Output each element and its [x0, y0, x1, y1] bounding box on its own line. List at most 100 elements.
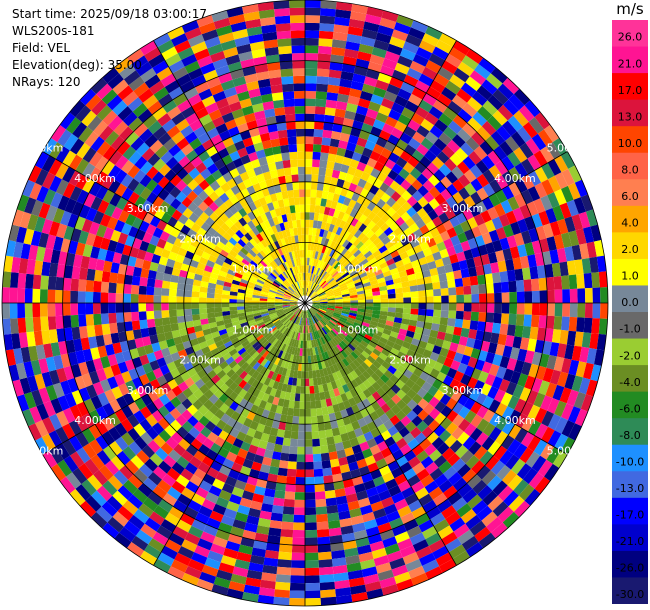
velocity-cell — [317, 321, 323, 329]
velocity-cell — [270, 84, 283, 94]
range-label: 5.00km — [547, 445, 589, 458]
velocity-cell — [126, 48, 145, 64]
velocity-cell — [477, 106, 493, 121]
velocity-cell — [314, 285, 321, 292]
velocity-cell — [386, 284, 395, 290]
velocity-cell — [299, 401, 305, 410]
velocity-cell — [258, 416, 268, 426]
velocity-cell — [181, 173, 194, 186]
velocity-cell — [55, 146, 70, 163]
velocity-cell — [187, 244, 197, 254]
velocity-cell — [305, 582, 321, 591]
velocity-cell — [432, 345, 442, 355]
velocity-cell — [87, 474, 103, 491]
velocity-cell — [151, 253, 161, 264]
velocity-cell — [384, 436, 396, 448]
velocity-cell — [89, 151, 103, 167]
velocity-cell — [159, 230, 170, 242]
velocity-cell — [233, 385, 243, 395]
velocity-cell — [245, 290, 254, 295]
velocity-cell — [274, 304, 283, 307]
velocity-cell — [473, 446, 488, 461]
velocity-cell — [333, 116, 345, 126]
velocity-cell — [197, 354, 207, 364]
velocity-cell — [401, 341, 412, 350]
velocity-cell — [271, 451, 282, 461]
velocity-cell — [23, 361, 35, 378]
velocity-cell — [354, 144, 365, 155]
velocity-cell — [495, 430, 509, 446]
velocity-cell — [290, 296, 299, 301]
velocity-cell — [515, 314, 525, 326]
velocity-cell — [305, 219, 310, 228]
velocity-cell — [305, 121, 315, 129]
velocity-cell — [377, 522, 392, 534]
velocity-cell — [383, 503, 398, 516]
velocity-cell — [396, 206, 407, 217]
velocity-cell — [425, 289, 434, 297]
velocity-cell — [344, 262, 353, 270]
velocity-cell — [62, 150, 77, 167]
velocity-cell — [171, 385, 183, 397]
velocity-cell — [462, 319, 471, 330]
velocity-cell — [299, 332, 302, 341]
velocity-cell — [138, 503, 154, 518]
velocity-cell — [527, 186, 541, 202]
velocity-cell — [218, 522, 233, 534]
velocity-cell — [291, 423, 299, 432]
velocity-cell — [224, 188, 235, 199]
velocity-cell — [305, 416, 312, 425]
velocity-cell — [347, 430, 357, 440]
velocity-cell — [180, 241, 191, 251]
velocity-cell — [316, 83, 328, 93]
velocity-cell — [322, 262, 328, 271]
velocity-cell — [407, 438, 420, 451]
velocity-cell — [17, 317, 27, 334]
velocity-cell — [198, 150, 211, 162]
velocity-cell — [294, 362, 299, 371]
velocity-cell — [298, 309, 303, 318]
velocity-cell — [394, 571, 411, 584]
velocity-cell — [295, 324, 300, 333]
velocity-cell — [70, 303, 79, 316]
velocity-cell — [261, 456, 272, 466]
velocity-cell — [554, 289, 563, 303]
velocity-cell — [147, 269, 157, 280]
velocity-cell — [466, 257, 476, 269]
range-label: 4.00km — [494, 172, 536, 185]
velocity-cell — [368, 324, 377, 331]
velocity-cell — [108, 412, 121, 427]
velocity-cell — [233, 201, 244, 212]
velocity-cell — [255, 281, 264, 287]
velocity-cell — [128, 514, 145, 530]
velocity-cell — [348, 134, 359, 145]
velocity-cell — [332, 355, 340, 364]
velocity-cell — [122, 446, 137, 461]
velocity-cell — [309, 290, 315, 298]
velocity-cell — [503, 99, 519, 116]
velocity-cell — [556, 247, 567, 263]
velocity-cell — [209, 272, 219, 280]
velocity-cell — [168, 288, 177, 297]
velocity-cell — [286, 288, 294, 295]
velocity-cell — [121, 160, 135, 174]
velocity-cell — [397, 505, 412, 518]
velocity-cell — [136, 208, 148, 221]
velocity-cell — [349, 310, 358, 314]
velocity-cell — [529, 266, 539, 280]
velocity-cell — [289, 322, 295, 330]
velocity-cell — [328, 527, 342, 537]
velocity-cell — [153, 310, 162, 319]
velocity-cell — [214, 453, 226, 465]
velocity-cell — [338, 245, 346, 254]
velocity-cell — [305, 37, 319, 46]
velocity-cell — [476, 418, 490, 433]
velocity-cell — [293, 83, 305, 92]
velocity-cell — [490, 332, 500, 344]
velocity-cell — [525, 451, 541, 468]
velocity-cell — [120, 418, 134, 433]
velocity-cell — [478, 284, 487, 294]
velocity-cell — [328, 69, 342, 79]
velocity-cell — [407, 273, 417, 281]
velocity-cell — [338, 377, 347, 386]
